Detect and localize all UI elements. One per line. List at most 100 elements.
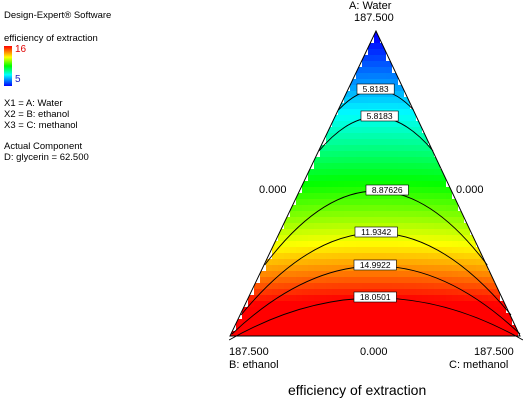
heatmap-cell <box>392 325 398 331</box>
heatmap-cell <box>320 187 326 193</box>
heatmap-cell <box>356 325 362 331</box>
heatmap-cell <box>470 241 476 247</box>
heatmap-cell <box>332 175 338 181</box>
heatmap-cell <box>476 331 482 336</box>
heatmap-cell <box>452 259 458 265</box>
heatmap-cell <box>368 103 374 109</box>
heatmap-cell <box>344 247 350 253</box>
heatmap-cell <box>338 145 344 151</box>
heatmap-cell <box>338 319 344 325</box>
heatmap-cell <box>374 271 380 277</box>
heatmap-cell <box>380 313 386 319</box>
heatmap-cell <box>416 259 422 265</box>
heatmap-cell <box>272 325 278 331</box>
heatmap-cell <box>356 199 362 205</box>
heatmap-cell <box>440 187 446 193</box>
heatmap-cell <box>392 271 398 277</box>
heatmap-cell <box>386 235 392 241</box>
heatmap-cell <box>386 151 392 157</box>
heatmap-cell <box>398 295 404 301</box>
heatmap-cell <box>488 319 494 325</box>
heatmap-cell <box>464 295 470 301</box>
heatmap-cell <box>374 217 380 223</box>
heatmap-cell <box>392 241 398 247</box>
heatmap-cell <box>374 211 380 217</box>
heatmap-cell <box>392 205 398 211</box>
heatmap-cell <box>386 181 392 187</box>
heatmap-cell <box>278 241 284 247</box>
heatmap-cell <box>290 205 296 211</box>
heatmap-cell <box>332 241 338 247</box>
heatmap-cell <box>338 115 344 121</box>
heatmap-cell <box>452 241 458 247</box>
heatmap-cell <box>338 325 344 331</box>
heatmap-cell <box>344 145 350 151</box>
heatmap-cell <box>320 175 326 181</box>
heatmap-cell <box>350 229 356 235</box>
heatmap-cell <box>356 73 362 79</box>
heatmap-cell <box>332 229 338 235</box>
heatmap-cell <box>362 73 368 79</box>
heatmap-cell <box>338 259 344 265</box>
heatmap-cell <box>434 163 440 169</box>
heatmap-cell <box>308 193 314 199</box>
heatmap-cell <box>488 307 494 313</box>
heatmap-cell <box>236 331 242 336</box>
heatmap-cell <box>422 301 428 307</box>
heatmap-cell <box>428 211 434 217</box>
heatmap-cell <box>422 229 428 235</box>
heatmap-cell <box>380 283 386 289</box>
heatmap-cell <box>368 193 374 199</box>
heatmap-cell <box>308 259 314 265</box>
heatmap-cell <box>470 295 476 301</box>
heatmap-cell <box>326 157 332 163</box>
heatmap-cell <box>368 169 374 175</box>
heatmap-cell <box>398 115 404 121</box>
heatmap-cell <box>458 319 464 325</box>
heatmap-cell <box>470 331 476 336</box>
heatmap-cell <box>422 265 428 271</box>
heatmap-cell <box>326 163 332 169</box>
heatmap-cell <box>428 181 434 187</box>
heatmap-cell <box>452 319 458 325</box>
heatmap-cell <box>380 73 386 79</box>
heatmap-cell <box>284 271 290 277</box>
heatmap-cell <box>356 97 362 103</box>
heatmap-cell <box>416 211 422 217</box>
heatmap-cell <box>386 301 392 307</box>
heatmap-cell <box>428 151 434 157</box>
heatmap-cell <box>338 247 344 253</box>
heatmap-cell <box>344 97 350 103</box>
heatmap-cell <box>392 181 398 187</box>
heatmap-cell <box>380 211 386 217</box>
heatmap-cell <box>440 235 446 241</box>
heatmap-cell <box>266 271 272 277</box>
heatmap-cell <box>482 313 488 319</box>
heatmap-cell <box>338 217 344 223</box>
heatmap-cell <box>314 241 320 247</box>
heatmap-cell <box>320 319 326 325</box>
heatmap-cell <box>452 199 458 205</box>
heatmap-cell <box>302 319 308 325</box>
heatmap-cell <box>314 193 320 199</box>
heatmap-cell <box>278 235 284 241</box>
heatmap-cell <box>380 163 386 169</box>
heatmap-cell <box>464 325 470 331</box>
heatmap-cell <box>284 331 290 336</box>
heatmap-cell <box>434 295 440 301</box>
heatmap-cell <box>380 139 386 145</box>
heatmap-cell <box>470 319 476 325</box>
color-scale: 16 5 <box>4 44 111 86</box>
heatmap-cell <box>446 271 452 277</box>
heatmap-cell <box>278 331 284 336</box>
heatmap-cell <box>350 223 356 229</box>
heatmap-cell <box>254 307 260 313</box>
heatmap-cell <box>428 169 434 175</box>
heatmap-cell <box>362 151 368 157</box>
heatmap-cell <box>326 229 332 235</box>
heatmap-cell <box>422 175 428 181</box>
heatmap-cell <box>260 319 266 325</box>
heatmap-cell <box>416 331 422 336</box>
heatmap-cell <box>428 277 434 283</box>
heatmap-cell <box>374 127 380 133</box>
